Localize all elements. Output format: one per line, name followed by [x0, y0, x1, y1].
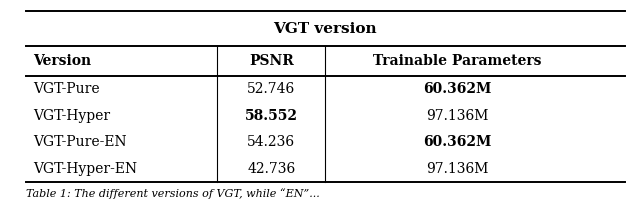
Text: 58.552: 58.552 — [245, 109, 298, 123]
Text: 97.136M: 97.136M — [426, 109, 489, 123]
Text: 97.136M: 97.136M — [426, 162, 489, 176]
Text: VGT-Pure: VGT-Pure — [33, 82, 100, 96]
Text: 42.736: 42.736 — [248, 162, 295, 176]
Text: 54.236: 54.236 — [248, 135, 295, 149]
Text: 52.746: 52.746 — [248, 82, 295, 96]
Text: VGT-Hyper: VGT-Hyper — [33, 109, 110, 123]
Text: Table 1: The different versions of VGT, while “EN”...: Table 1: The different versions of VGT, … — [26, 189, 319, 199]
Text: VGT version: VGT version — [274, 22, 377, 36]
Text: PSNR: PSNR — [249, 54, 293, 68]
Text: VGT-Hyper-EN: VGT-Hyper-EN — [33, 162, 137, 176]
Text: VGT-Pure-EN: VGT-Pure-EN — [33, 135, 127, 149]
Text: 60.362M: 60.362M — [423, 82, 491, 96]
Text: Version: Version — [33, 54, 91, 68]
Text: Trainable Parameters: Trainable Parameters — [373, 54, 542, 68]
Text: 60.362M: 60.362M — [423, 135, 491, 149]
